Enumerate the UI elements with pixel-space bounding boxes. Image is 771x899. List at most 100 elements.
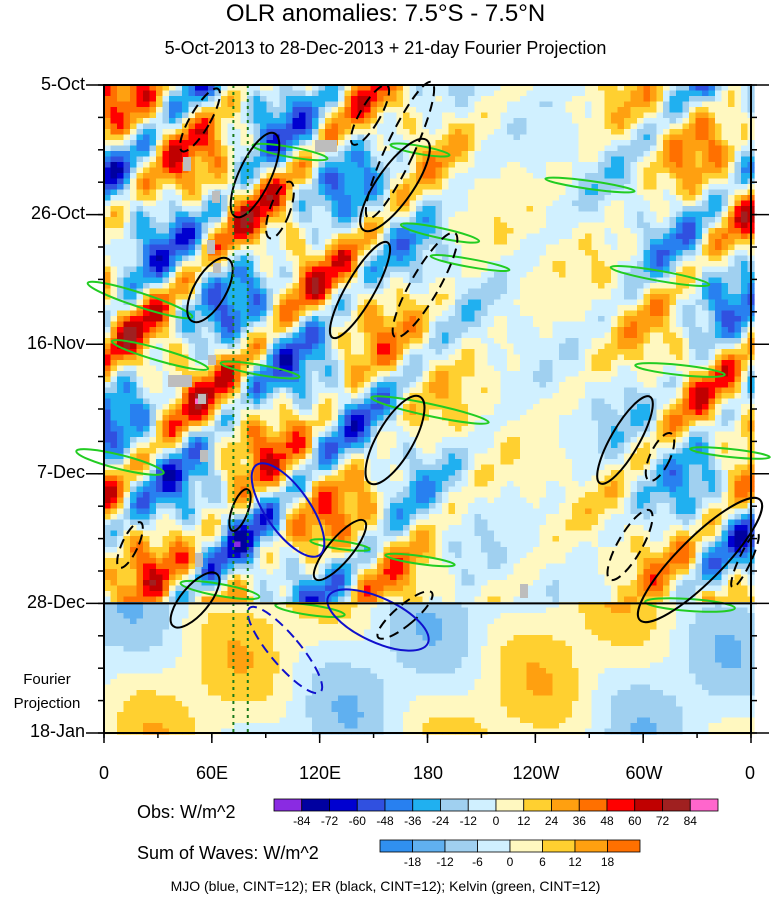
anomaly-cell xyxy=(247,299,255,306)
anomaly-cell xyxy=(149,200,157,207)
anomaly-cell xyxy=(266,354,274,361)
anomaly-cell xyxy=(474,338,482,345)
anomaly-cell xyxy=(630,250,638,257)
anomaly-cell xyxy=(201,332,209,339)
anomaly-cell xyxy=(643,354,651,361)
anomaly-cell xyxy=(721,184,729,191)
anomaly-cell xyxy=(331,332,339,339)
anomaly-cell xyxy=(117,261,125,268)
anomaly-cell xyxy=(279,118,287,125)
anomaly-cell xyxy=(136,222,144,229)
anomaly-cell xyxy=(227,338,235,345)
anomaly-cell xyxy=(513,85,521,92)
anomaly-cell xyxy=(312,261,320,268)
anomaly-cell xyxy=(266,244,274,251)
anomaly-cell xyxy=(533,178,541,185)
anomaly-cell xyxy=(572,305,580,312)
anomaly-cell xyxy=(650,178,658,185)
anomaly-cell xyxy=(143,90,151,97)
anomaly-cell xyxy=(682,129,690,136)
anomaly-cell xyxy=(292,310,300,317)
anomaly-cell xyxy=(448,200,456,207)
anomaly-cell xyxy=(351,156,359,163)
anomaly-cell xyxy=(325,189,333,196)
anomaly-cell xyxy=(513,338,521,345)
anomaly-cell xyxy=(663,255,671,262)
anomaly-cell xyxy=(682,261,690,268)
anomaly-cell xyxy=(676,299,684,306)
anomaly-cell xyxy=(546,266,554,273)
anomaly-cell xyxy=(234,129,242,136)
anomaly-cell xyxy=(656,332,664,339)
anomaly-cell xyxy=(455,316,463,323)
anomaly-cell xyxy=(487,288,495,295)
anomaly-cell xyxy=(468,321,476,328)
anomaly-cell xyxy=(143,85,151,92)
anomaly-cell xyxy=(630,118,638,125)
anomaly-cell xyxy=(253,239,261,246)
anomaly-cell xyxy=(702,167,710,174)
anomaly-cell xyxy=(260,305,268,312)
anomaly-cell xyxy=(643,195,651,202)
anomaly-cell xyxy=(598,145,606,152)
anomaly-cell xyxy=(305,200,313,207)
anomaly-cell xyxy=(715,195,723,202)
anomaly-cell xyxy=(539,233,547,240)
anomaly-cell xyxy=(676,338,684,345)
anomaly-cell xyxy=(468,140,476,147)
anomaly-cell xyxy=(669,178,677,185)
anomaly-cell xyxy=(422,299,430,306)
anomaly-cell xyxy=(247,112,255,119)
anomaly-cell xyxy=(461,349,469,356)
anomaly-cell xyxy=(331,239,339,246)
anomaly-cell xyxy=(598,178,606,185)
anomaly-cell xyxy=(104,96,112,103)
anomaly-cell xyxy=(292,178,300,185)
anomaly-cell xyxy=(279,288,287,295)
anomaly-cell xyxy=(682,294,690,301)
anomaly-cell xyxy=(331,354,339,361)
anomaly-cell xyxy=(715,332,723,339)
anomaly-cell xyxy=(182,200,190,207)
anomaly-cell xyxy=(123,255,131,262)
anomaly-cell xyxy=(643,228,651,235)
anomaly-cell xyxy=(624,266,632,273)
anomaly-cell xyxy=(331,167,339,174)
anomaly-cell xyxy=(487,211,495,218)
anomaly-cell xyxy=(188,200,196,207)
anomaly-cell xyxy=(292,332,300,339)
anomaly-cell xyxy=(656,299,664,306)
anomaly-cell xyxy=(487,250,495,257)
anomaly-cell xyxy=(221,272,229,279)
anomaly-cell xyxy=(305,277,313,284)
anomaly-cell xyxy=(604,195,612,202)
anomaly-cell xyxy=(643,277,651,284)
anomaly-cell xyxy=(182,255,190,262)
anomaly-cell xyxy=(702,118,710,125)
anomaly-cell xyxy=(208,255,216,262)
anomaly-cell xyxy=(533,266,541,273)
anomaly-cell xyxy=(572,90,580,97)
anomaly-cell xyxy=(468,134,476,141)
anomaly-cell xyxy=(689,200,697,207)
anomaly-cell xyxy=(526,189,534,196)
anomaly-cell xyxy=(656,107,664,114)
anomaly-cell xyxy=(409,255,417,262)
anomaly-cell xyxy=(383,316,391,323)
anomaly-cell xyxy=(299,222,307,229)
anomaly-cell xyxy=(643,239,651,246)
anomaly-cell xyxy=(650,195,658,202)
anomaly-cell xyxy=(227,101,235,108)
anomaly-cell xyxy=(643,129,651,136)
anomaly-cell xyxy=(617,316,625,323)
anomaly-cell xyxy=(624,101,632,108)
anomaly-cell xyxy=(715,244,723,251)
anomaly-cell xyxy=(390,118,398,125)
anomaly-cell xyxy=(624,255,632,262)
anomaly-cell xyxy=(546,321,554,328)
anomaly-cell xyxy=(175,349,183,356)
anomaly-cell xyxy=(565,233,573,240)
anomaly-cell xyxy=(409,250,417,257)
anomaly-cell xyxy=(611,112,619,119)
anomaly-cell xyxy=(682,112,690,119)
